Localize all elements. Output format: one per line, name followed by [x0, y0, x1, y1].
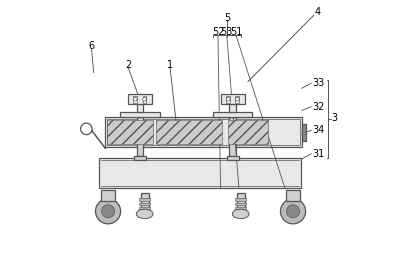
Bar	[139, 207, 150, 210]
Bar	[230, 117, 236, 156]
Bar	[136, 117, 144, 156]
Bar	[107, 120, 153, 144]
Text: 33: 33	[313, 78, 325, 88]
Circle shape	[143, 98, 146, 101]
Text: 2: 2	[125, 60, 131, 70]
Bar	[120, 112, 160, 117]
Circle shape	[96, 199, 121, 224]
Circle shape	[81, 123, 92, 135]
Circle shape	[134, 98, 137, 101]
Ellipse shape	[232, 209, 249, 219]
Text: 5: 5	[224, 13, 230, 23]
Bar	[235, 198, 246, 201]
Bar	[228, 120, 268, 144]
Bar	[143, 96, 146, 103]
Bar	[226, 96, 230, 103]
Bar	[101, 190, 115, 201]
Bar	[235, 203, 246, 205]
Circle shape	[280, 199, 306, 224]
Circle shape	[102, 205, 114, 218]
Text: 34: 34	[313, 125, 325, 135]
Text: 31: 31	[313, 149, 325, 159]
Text: 32: 32	[313, 102, 325, 112]
Bar	[213, 112, 253, 117]
Text: 6: 6	[89, 42, 95, 52]
Bar	[221, 94, 245, 104]
Bar	[134, 96, 137, 103]
Bar	[128, 94, 152, 104]
Circle shape	[287, 205, 300, 218]
Bar	[302, 124, 306, 141]
Text: 4: 4	[315, 7, 321, 17]
Text: 3: 3	[332, 113, 338, 123]
Bar	[227, 156, 239, 160]
Bar	[107, 119, 300, 145]
Bar	[139, 198, 150, 201]
Text: 1: 1	[167, 60, 173, 70]
Bar	[141, 193, 149, 213]
Bar	[105, 117, 302, 147]
Circle shape	[226, 98, 230, 101]
Text: 51: 51	[230, 27, 243, 37]
Bar	[230, 104, 236, 112]
Bar	[134, 156, 146, 160]
Bar	[235, 207, 246, 210]
Bar	[156, 120, 223, 144]
Circle shape	[235, 98, 239, 101]
Bar	[237, 193, 245, 213]
Bar	[235, 96, 239, 103]
Text: 53: 53	[220, 27, 233, 37]
Text: 52: 52	[212, 27, 224, 37]
Bar	[139, 203, 150, 205]
Bar	[99, 158, 301, 188]
Ellipse shape	[136, 209, 153, 219]
Bar	[286, 190, 300, 201]
Bar	[136, 104, 144, 112]
